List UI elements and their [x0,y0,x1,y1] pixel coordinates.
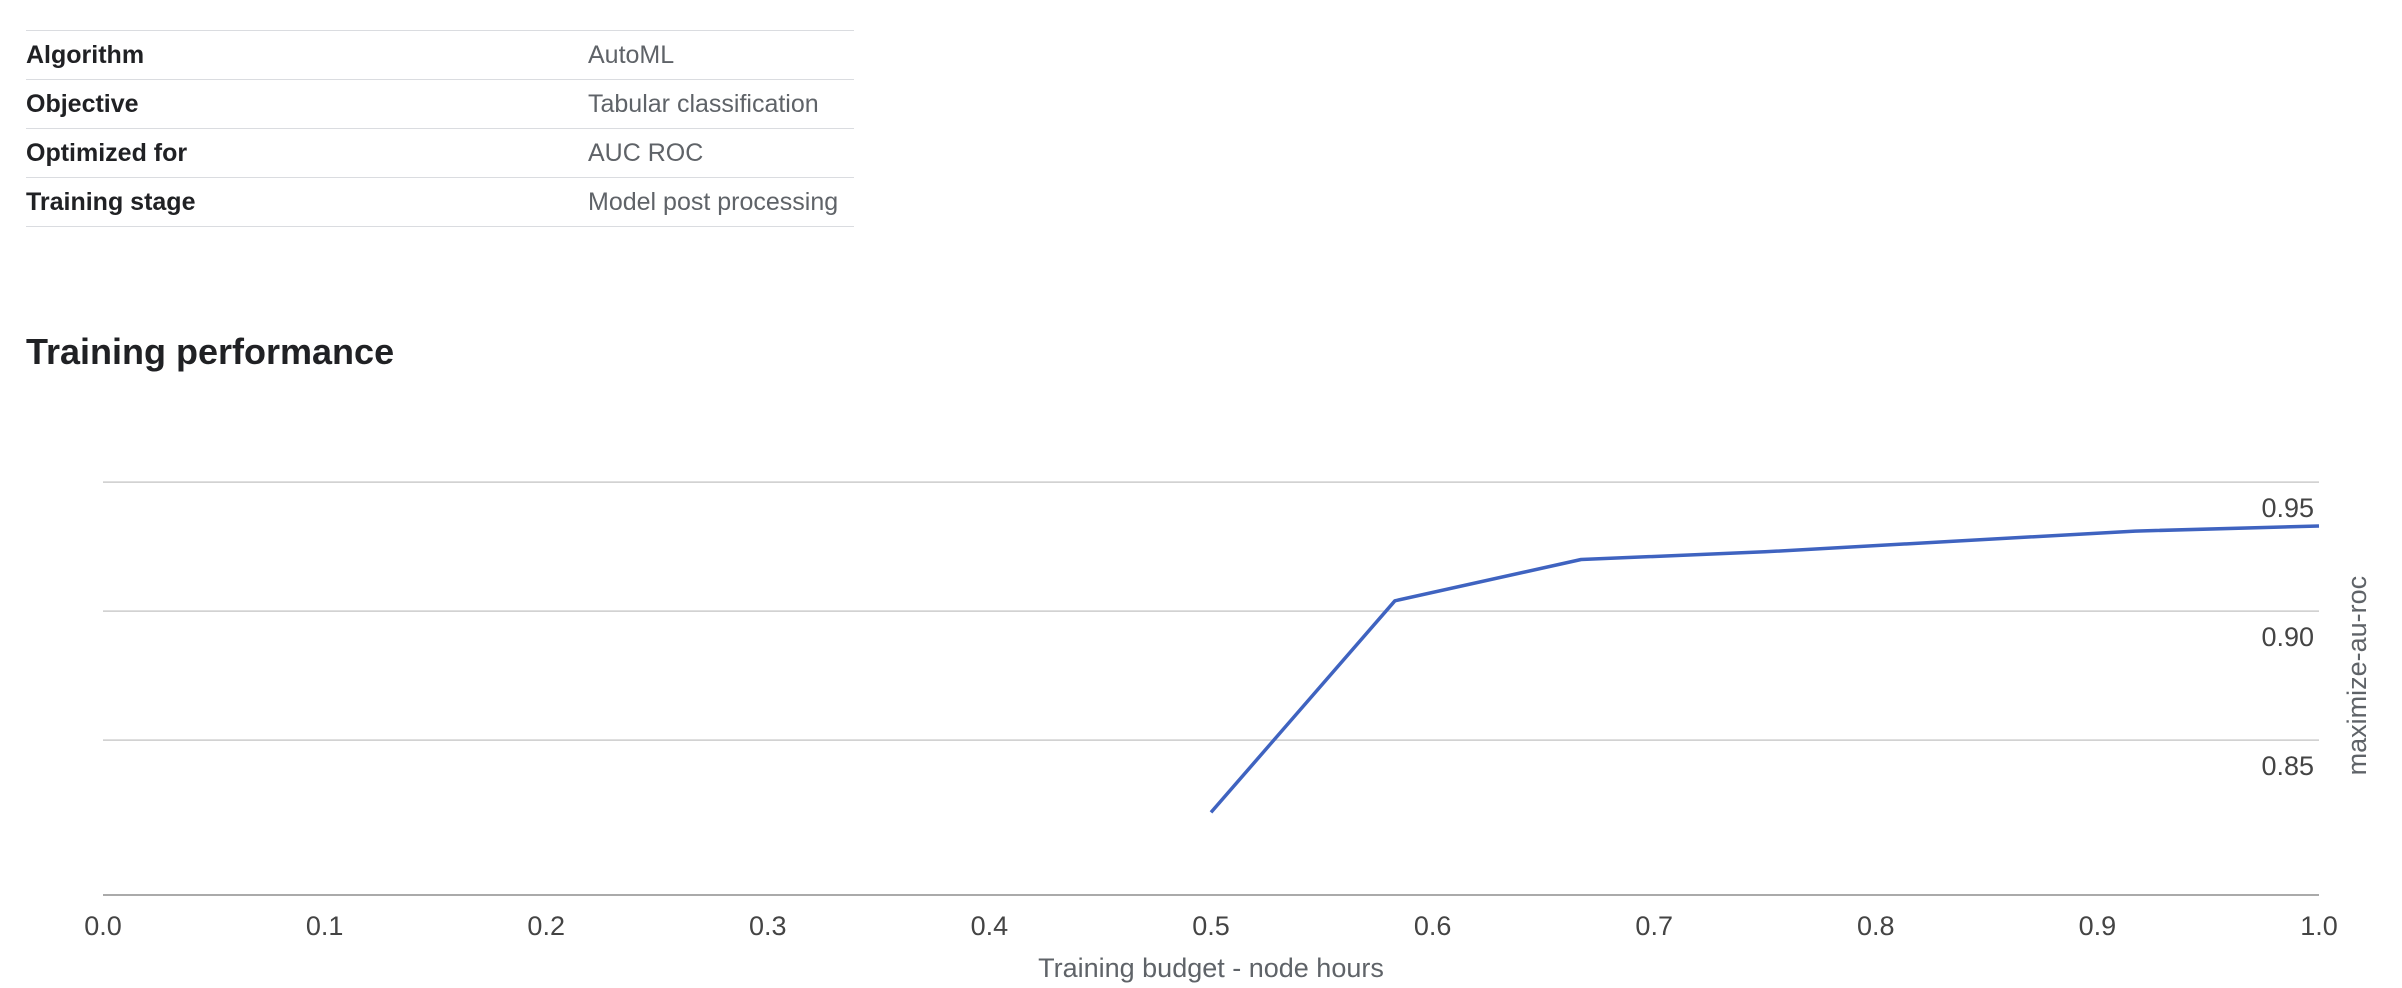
x-tick-label: 0.3 [749,911,787,941]
property-row: Objective Tabular classification [26,79,854,129]
x-tick-label: 0.1 [306,911,344,941]
model-properties-body: Algorithm AutoML Objective Tabular classifi… [26,30,854,227]
chart-gridlines [103,481,2319,896]
x-axis-title: Training budget - node hours [1038,953,1384,983]
property-label: Objective [26,79,588,129]
training-performance-chart: 0.85 0.90 0.95 0.0 0.1 0.2 0.3 0.4 0.5 0.6 0.7 0.8… [84,481,2372,983]
x-tick-label: 0.6 [1414,911,1452,941]
x-tick-label: 0.9 [2079,911,2117,941]
property-row: Algorithm AutoML [26,30,854,80]
chart-series [1209,524,2320,814]
y-tick-label: 0.95 [2261,493,2314,523]
section-title: Training performance [26,331,395,372]
x-tick-label: 0.7 [1635,911,1673,941]
x-tick-label: 0.2 [527,911,565,941]
property-label: Algorithm [26,30,588,80]
property-value: AUC ROC [588,128,854,178]
property-label: Optimized for [26,128,588,178]
y-axis-ticks: 0.85 0.90 0.95 [2261,493,2314,781]
property-row: Training stage Model post processing [26,177,854,227]
property-row: Optimized for AUC ROC [26,128,854,178]
property-value: Tabular classification [588,79,854,129]
y-tick-label: 0.85 [2261,751,2314,781]
y-tick-label: 0.90 [2261,622,2314,652]
x-axis-ticks: 0.0 0.1 0.2 0.3 0.4 0.5 0.6 0.7 0.8 0.9 1.0 [84,911,2338,941]
x-tick-label: 0.0 [84,911,122,941]
x-tick-label: 0.5 [1192,911,1230,941]
x-tick-label: 0.8 [1857,911,1895,941]
property-value: AutoML [588,30,854,80]
series-line [1209,524,2320,814]
x-tick-label: 1.0 [2300,911,2338,941]
y-axis-title: maximize-au-roc [2342,576,2372,776]
x-tick-label: 0.4 [971,911,1009,941]
model-properties-table: Algorithm AutoML Objective Tabular classifi… [26,30,854,227]
property-label: Training stage [26,177,588,227]
property-value: Model post processing [588,177,854,227]
